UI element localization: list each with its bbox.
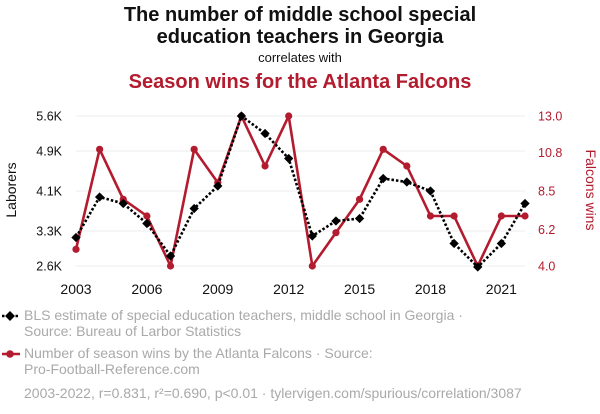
falcons-point — [450, 212, 458, 220]
teachers-point — [236, 111, 247, 121]
teachers-point — [354, 213, 365, 224]
y-left-tick-label: 4.9K — [36, 145, 62, 159]
y-left-tick-label: 3.3K — [36, 225, 62, 239]
falcons-point — [308, 262, 316, 270]
teachers-point — [425, 186, 436, 196]
x-tick-label: 2018 — [415, 281, 446, 297]
x-tick-label: 2009 — [202, 281, 233, 297]
falcons-point — [521, 212, 529, 220]
y-right-tick-label: 10.8 — [538, 146, 562, 160]
chart-title-line-1: The number of middle school special — [124, 4, 476, 26]
falcons-point — [497, 212, 505, 220]
falcons-point — [355, 195, 364, 203]
falcons-point — [285, 112, 293, 120]
teachers-line — [74, 114, 527, 269]
falcons-point — [426, 212, 435, 220]
teachers-point — [71, 232, 81, 243]
x-axis-ticks: 2003 2006 2009 2012 2015 2018 2021 — [60, 281, 517, 297]
legend-marker-falcons — [6, 350, 14, 358]
teachers-point — [331, 216, 341, 226]
falcons-line — [74, 114, 525, 268]
y-right-tick-label: 4.0 — [538, 260, 555, 274]
teachers-point — [260, 128, 270, 139]
teachers-point — [520, 198, 530, 209]
teachers-point — [378, 173, 388, 184]
falcons-point — [96, 145, 104, 153]
teachers-point — [142, 218, 152, 229]
teachers-point — [284, 153, 294, 164]
x-tick-label: 2003 — [60, 281, 91, 297]
falcons-point — [379, 145, 387, 153]
chart-footer: 2003-2022, r=0.831, r²=0.690, p<0.01 · t… — [24, 385, 522, 401]
teachers-point — [94, 192, 105, 202]
y-right-tick-label: 13.0 — [538, 110, 562, 124]
chart-title-line-2: education teachers in Georgia — [157, 26, 445, 48]
falcons-point — [261, 162, 269, 170]
y-left-tick-label: 4.1K — [36, 185, 62, 199]
y-axis-left-ticks: 2.6K 3.3K 4.1K 4.9K 5.6K — [36, 110, 62, 274]
falcons-point — [72, 245, 80, 253]
y-axis-right-label: Falcons wins — [583, 150, 599, 231]
legend-teachers-line-2: Source: Bureau of Larbor Statistics — [24, 323, 241, 339]
teachers-point — [307, 231, 317, 241]
legend-teachers-line-1: BLS estimate of special education teache… — [24, 307, 463, 323]
legend-item-teachers: BLS estimate of special education teache… — [2, 307, 463, 339]
x-tick-label: 2012 — [273, 281, 304, 297]
falcons-point — [332, 229, 340, 237]
series-falcons-wins — [72, 112, 529, 270]
teachers-point — [402, 177, 412, 187]
teachers-point — [118, 198, 128, 209]
y-axis-left-label: Laborers — [3, 162, 19, 217]
falcons-point — [143, 212, 151, 220]
teachers-point — [496, 238, 507, 249]
falcons-point — [190, 145, 198, 153]
teachers-point — [165, 251, 176, 261]
chart-connector: correlates with — [258, 50, 342, 65]
y-right-tick-label: 8.5 — [538, 185, 555, 199]
y-right-tick-label: 6.2 — [538, 223, 555, 237]
teachers-point — [449, 238, 459, 249]
x-tick-label: 2006 — [131, 281, 162, 297]
series-teachers — [71, 111, 530, 272]
falcons-point — [403, 162, 411, 170]
x-tick-label: 2015 — [344, 281, 375, 297]
legend-marker-teachers — [5, 311, 15, 321]
y-axis-right-ticks: 4.0 6.2 8.5 10.8 13.0 — [538, 110, 562, 274]
teachers-point — [213, 181, 223, 191]
y-left-tick-label: 2.6K — [36, 260, 62, 274]
falcons-point — [166, 262, 175, 270]
chart-title-red: Season wins for the Atlanta Falcons — [129, 71, 472, 93]
legend-falcons-line-1: Number of season wins by the Atlanta Fal… — [24, 345, 373, 361]
teachers-point — [473, 262, 483, 272]
x-tick-label: 2021 — [486, 281, 517, 297]
legend-falcons-line-2: Pro-Football-Reference.com — [24, 361, 200, 377]
teachers-point — [189, 203, 199, 214]
y-left-tick-label: 5.6K — [36, 110, 62, 124]
legend-item-falcons: Number of season wins by the Atlanta Fal… — [2, 345, 373, 377]
